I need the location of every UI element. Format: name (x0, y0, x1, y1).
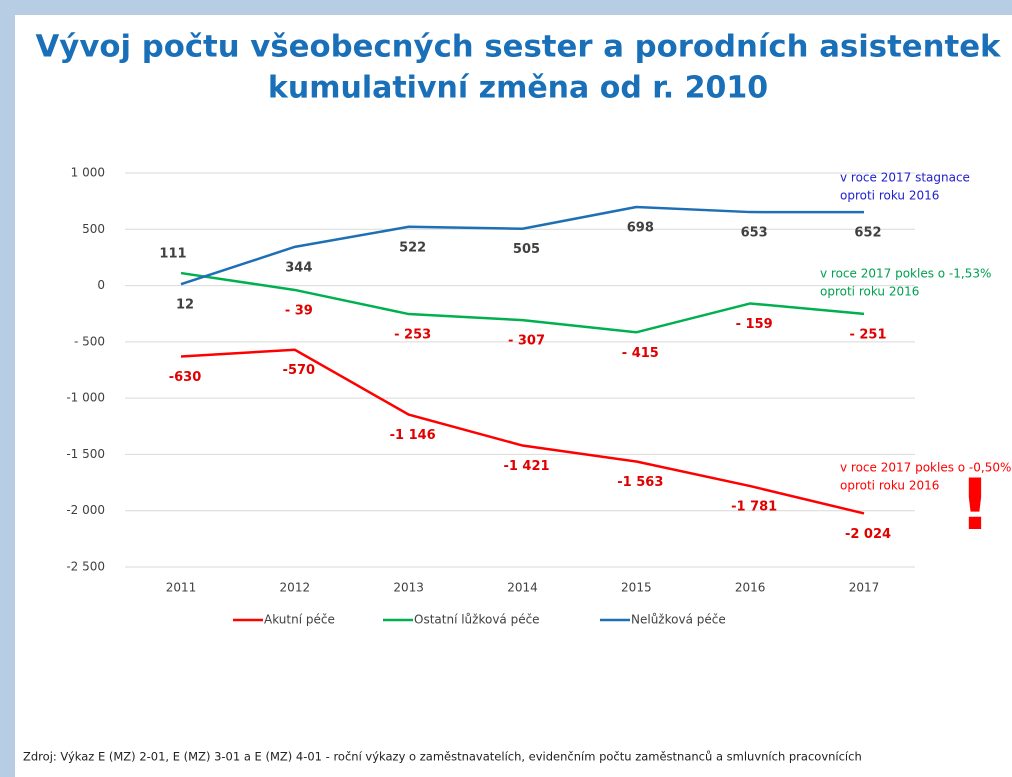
data-label: - 39 (285, 303, 313, 318)
data-label: 698 (627, 220, 654, 235)
x-tick-label: 2011 (166, 581, 197, 595)
chart-subtitle: kumulativní změna od r. 2010 (268, 71, 768, 106)
data-label: - 415 (622, 346, 659, 361)
x-tick-label: 2013 (393, 581, 424, 595)
annotation: v roce 2017 stagnace (840, 171, 970, 185)
data-label: 12 (176, 298, 194, 313)
y-tick-label: -2 000 (66, 503, 105, 517)
annotation: v roce 2017 pokles o -1,53% (820, 267, 991, 281)
legend-label: Ostatní lůžková péče (414, 613, 540, 627)
y-tick-label: -1 500 (66, 447, 105, 461)
x-tick-label: 2015 (621, 581, 652, 595)
data-label: 111 (159, 247, 186, 262)
y-tick-label: 1 000 (71, 166, 105, 180)
slide (15, 15, 1012, 777)
data-label: -1 563 (617, 475, 663, 490)
annotation: oproti roku 2016 (820, 285, 919, 299)
y-tick-label: 500 (82, 222, 105, 236)
x-tick-label: 2014 (507, 581, 538, 595)
y-tick-label: -2 500 (66, 560, 105, 574)
data-label: - 307 (508, 334, 545, 349)
y-tick-label: 0 (97, 278, 105, 292)
annotation: ! (959, 464, 991, 546)
data-label: 522 (399, 240, 426, 255)
data-label: - 159 (736, 317, 773, 332)
data-label: -630 (169, 370, 202, 385)
data-label: -1 421 (503, 459, 549, 474)
data-label: 653 (741, 226, 768, 241)
x-tick-label: 2016 (735, 581, 766, 595)
data-label: 505 (513, 242, 540, 257)
y-tick-label: - 500 (74, 334, 105, 348)
chart-title: Vývoj počtu všeobecných sester a porodní… (36, 30, 1002, 65)
data-label: - 253 (394, 328, 431, 343)
series-line (180, 271, 865, 334)
annotation: oproti roku 2016 (840, 189, 939, 203)
x-tick-label: 2012 (280, 581, 311, 595)
legend-label: Akutní péče (264, 613, 335, 627)
data-label: -2 024 (845, 527, 891, 542)
data-label: -1 146 (390, 428, 436, 443)
annotation: oproti roku 2016 (840, 479, 939, 493)
x-tick-label: 2017 (849, 581, 880, 595)
data-label: - 251 (849, 327, 886, 342)
data-label: -570 (283, 363, 316, 378)
source: Zdroj: Výkaz E (MZ) 2-01, E (MZ) 3-01 a … (23, 750, 862, 764)
data-label: 344 (285, 260, 312, 275)
annotation: v roce 2017 pokles o -0,50% (840, 461, 1011, 475)
series-line (180, 348, 865, 515)
legend-label: Nelůžková péče (631, 613, 726, 627)
y-tick-label: -1 000 (66, 391, 105, 405)
data-label: -1 781 (731, 500, 777, 515)
series-line (180, 205, 865, 286)
data-label: 652 (854, 226, 881, 241)
